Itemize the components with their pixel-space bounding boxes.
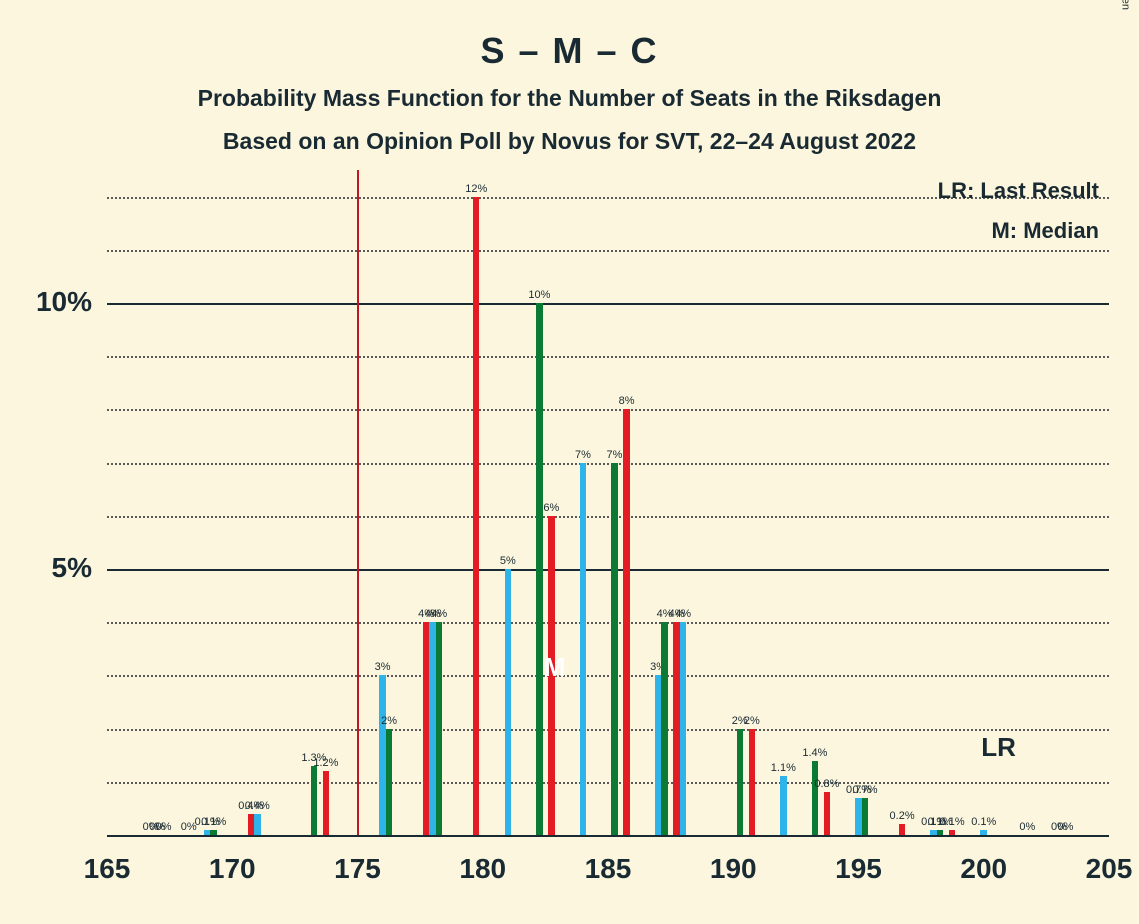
bar-red [749, 729, 756, 835]
last-result-marker-label: LR [981, 732, 1016, 763]
x-axis-tick-label: 180 [443, 853, 523, 885]
bar-green [311, 766, 318, 835]
bar-blue [680, 622, 687, 835]
last-result-line [357, 170, 359, 835]
bar-blue [254, 814, 261, 835]
bar-blue [655, 675, 662, 835]
bar-value-label: 1.4% [800, 747, 830, 759]
bar-red [949, 830, 956, 835]
gridline-major [107, 303, 1109, 305]
bar-value-label: 4% [424, 608, 454, 620]
gridline-minor [107, 463, 1109, 465]
bar-value-label: 10% [524, 289, 554, 301]
bar-value-label: 3% [368, 661, 398, 673]
bar-value-label: 5% [493, 555, 523, 567]
bar-red [323, 771, 330, 835]
bar-value-label: 0.7% [850, 784, 880, 796]
x-axis-tick-label: 195 [819, 853, 899, 885]
bar-value-label: 8% [612, 395, 642, 407]
bar-value-label: 0.4% [242, 800, 272, 812]
bar-green [436, 622, 443, 835]
gridline-minor [107, 782, 1109, 784]
gridline-minor [107, 516, 1109, 518]
bar-green [812, 761, 819, 835]
x-axis-tick-label: 170 [192, 853, 272, 885]
bar-value-label: 0% [1012, 821, 1042, 833]
bar-green [611, 463, 618, 835]
bar-red [623, 409, 630, 835]
bar-green [661, 622, 668, 835]
bar-red [473, 197, 480, 835]
gridline-minor [107, 622, 1109, 624]
y-axis-tick-label: 5% [12, 552, 92, 584]
gridline-minor [107, 729, 1109, 731]
gridline-major [107, 835, 1109, 837]
bar-blue [930, 830, 937, 835]
bar-value-label: 0.1% [969, 816, 999, 828]
bar-value-label: 7% [568, 449, 598, 461]
chart-subtitle-2: Based on an Opinion Poll by Novus for SV… [0, 128, 1139, 155]
gridline-minor [107, 409, 1109, 411]
gridline-minor [107, 250, 1109, 252]
bar-red [899, 824, 906, 835]
bar-blue [780, 776, 787, 835]
x-axis-tick-label: 190 [693, 853, 773, 885]
bar-blue [379, 675, 386, 835]
bar-value-label: 3% [643, 661, 673, 673]
gridline-minor [107, 356, 1109, 358]
bar-value-label: 6% [536, 502, 566, 514]
bar-red [423, 622, 430, 835]
bar-value-label: 1.2% [311, 757, 341, 769]
bar-red [824, 792, 831, 835]
bar-blue [204, 830, 211, 835]
bar-value-label: 1.1% [768, 762, 798, 774]
chart-subtitle-1: Probability Mass Function for the Number… [0, 85, 1139, 112]
bar-value-label: 12% [461, 183, 491, 195]
x-axis-tick-label: 205 [1069, 853, 1139, 885]
copyright-label: © 2022 Filip van Laenen [1119, 0, 1131, 10]
legend-annotation: M: Median [991, 218, 1099, 244]
chart-title: S – M – C [0, 30, 1139, 72]
bar-blue [505, 569, 512, 835]
x-axis-tick-label: 185 [568, 853, 648, 885]
bar-value-label: 0% [1050, 821, 1080, 833]
bar-red [673, 622, 680, 835]
x-axis-tick-label: 175 [318, 853, 398, 885]
bar-blue [855, 798, 862, 835]
bar-value-label: 2% [374, 715, 404, 727]
bar-blue [580, 463, 587, 835]
y-axis-tick-label: 10% [12, 286, 92, 318]
bar-green [386, 729, 393, 835]
bar-value-label: 4% [668, 608, 698, 620]
bar-blue [429, 622, 436, 835]
gridline-minor [107, 675, 1109, 677]
median-marker-label: M [544, 652, 566, 683]
bar-value-label: 2% [737, 715, 767, 727]
bar-value-label: 0.2% [887, 810, 917, 822]
bar-value-label: 0.8% [812, 778, 842, 790]
bar-value-label: 0.1% [937, 816, 967, 828]
bar-blue [980, 830, 987, 835]
plot-area: 0%0%0%0%0.1%0.1%0.4%0.4%1.3%1.2%3%2%4%4%… [107, 170, 1109, 835]
gridline-major [107, 569, 1109, 571]
bar-green [536, 303, 543, 835]
x-axis-tick-label: 165 [67, 853, 147, 885]
bar-green [737, 729, 744, 835]
bar-green [210, 830, 217, 835]
bar-green [862, 798, 869, 835]
bar-green [937, 830, 944, 835]
x-axis-tick-label: 200 [944, 853, 1024, 885]
bar-red [248, 814, 255, 835]
legend-annotation: LR: Last Result [938, 178, 1099, 204]
bar-value-label: 0.1% [199, 816, 229, 828]
